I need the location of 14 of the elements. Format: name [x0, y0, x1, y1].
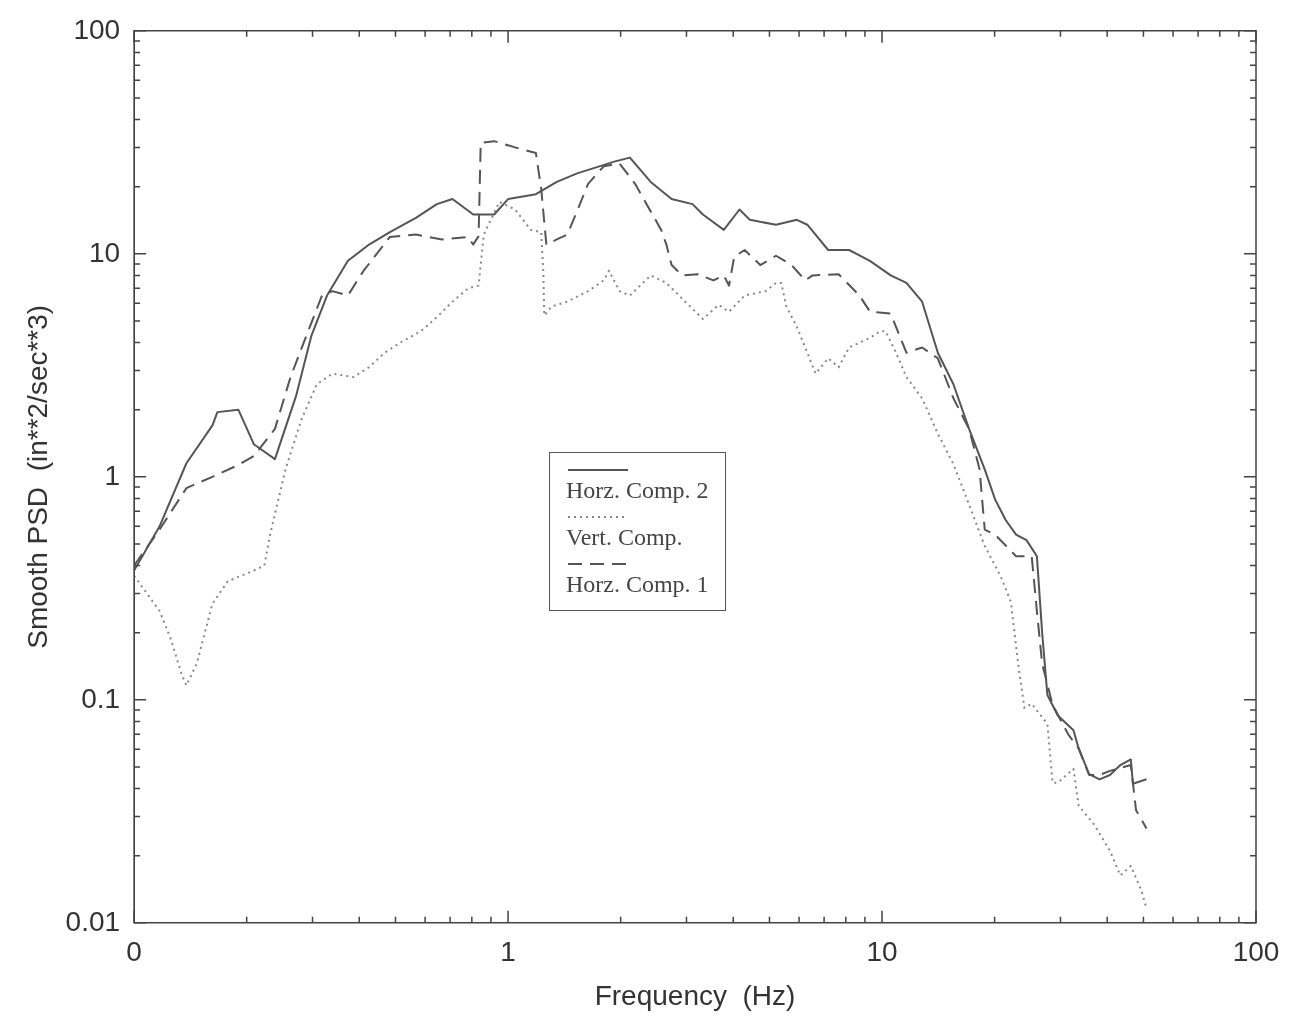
- legend-label: Vert. Comp.: [565, 524, 684, 552]
- y-tick-label: 10: [88, 236, 121, 268]
- x-tick-label: 100: [1232, 936, 1280, 968]
- legend-label: Horz. Comp. 1: [565, 571, 709, 599]
- x-tick-label: 1: [500, 936, 516, 968]
- y-tick-label: 1: [104, 459, 121, 491]
- y-tick-label: 0.01: [65, 905, 121, 937]
- y-tick-label: 0.1: [81, 682, 121, 714]
- x-axis-title: Frequency (Hz): [594, 979, 796, 1011]
- x-tick-label: 0: [126, 936, 142, 968]
- y-tick-label: 100: [73, 13, 121, 45]
- y-axis-title: Smooth PSD (in**2/sec**3): [21, 304, 53, 649]
- x-tick-label: 10: [866, 936, 898, 968]
- legend-label: Horz. Comp. 2: [565, 477, 709, 505]
